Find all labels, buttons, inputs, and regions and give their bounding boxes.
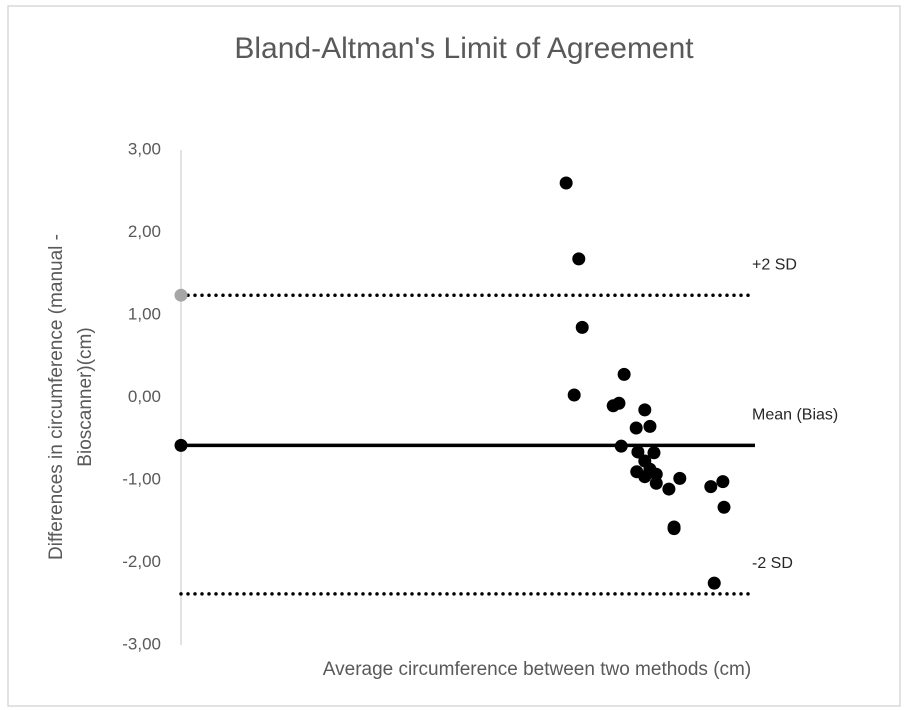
y-tick-label: -2,00 bbox=[122, 552, 161, 571]
data-point bbox=[707, 576, 721, 590]
y-tick-label: 2,00 bbox=[128, 222, 161, 241]
line-marker bbox=[174, 438, 188, 452]
chart-title: Bland-Altman's Limit of Agreement bbox=[234, 32, 694, 65]
data-point bbox=[649, 476, 663, 490]
data-point bbox=[649, 467, 663, 481]
y-axis-label: Differences in circumference (manual - bbox=[46, 234, 67, 560]
data-point bbox=[629, 421, 643, 435]
data-point bbox=[704, 480, 718, 494]
data-point bbox=[559, 176, 573, 190]
line-label: +2 SD bbox=[752, 256, 797, 273]
line-label: -2 SD bbox=[752, 555, 793, 572]
line-label: Mean (Bias) bbox=[752, 407, 838, 424]
data-point bbox=[662, 482, 676, 496]
data-point bbox=[667, 522, 681, 536]
chart-frame bbox=[7, 5, 901, 707]
data-point bbox=[647, 446, 661, 460]
y-tick-label: 0,00 bbox=[128, 387, 161, 406]
data-point bbox=[575, 320, 589, 334]
data-point bbox=[716, 475, 730, 489]
x-axis-label: Average circumference between two method… bbox=[323, 659, 751, 680]
data-point bbox=[643, 419, 657, 433]
data-point bbox=[638, 470, 652, 484]
data-point bbox=[617, 367, 631, 381]
y-tick-label: 1,00 bbox=[128, 304, 161, 323]
data-point bbox=[631, 445, 645, 459]
data-point bbox=[612, 396, 626, 410]
data-point bbox=[567, 388, 581, 402]
data-point bbox=[614, 439, 628, 453]
data-point bbox=[638, 403, 652, 417]
y-axis-label: Bioscanner)(cm) bbox=[75, 327, 96, 466]
y-tick-label: -1,00 bbox=[122, 469, 161, 488]
line-marker bbox=[174, 288, 188, 302]
data-point bbox=[572, 252, 586, 266]
y-tick-label: -3,00 bbox=[122, 634, 161, 653]
data-point bbox=[673, 471, 687, 485]
y-tick-label: 3,00 bbox=[128, 139, 161, 158]
data-point bbox=[717, 500, 731, 514]
